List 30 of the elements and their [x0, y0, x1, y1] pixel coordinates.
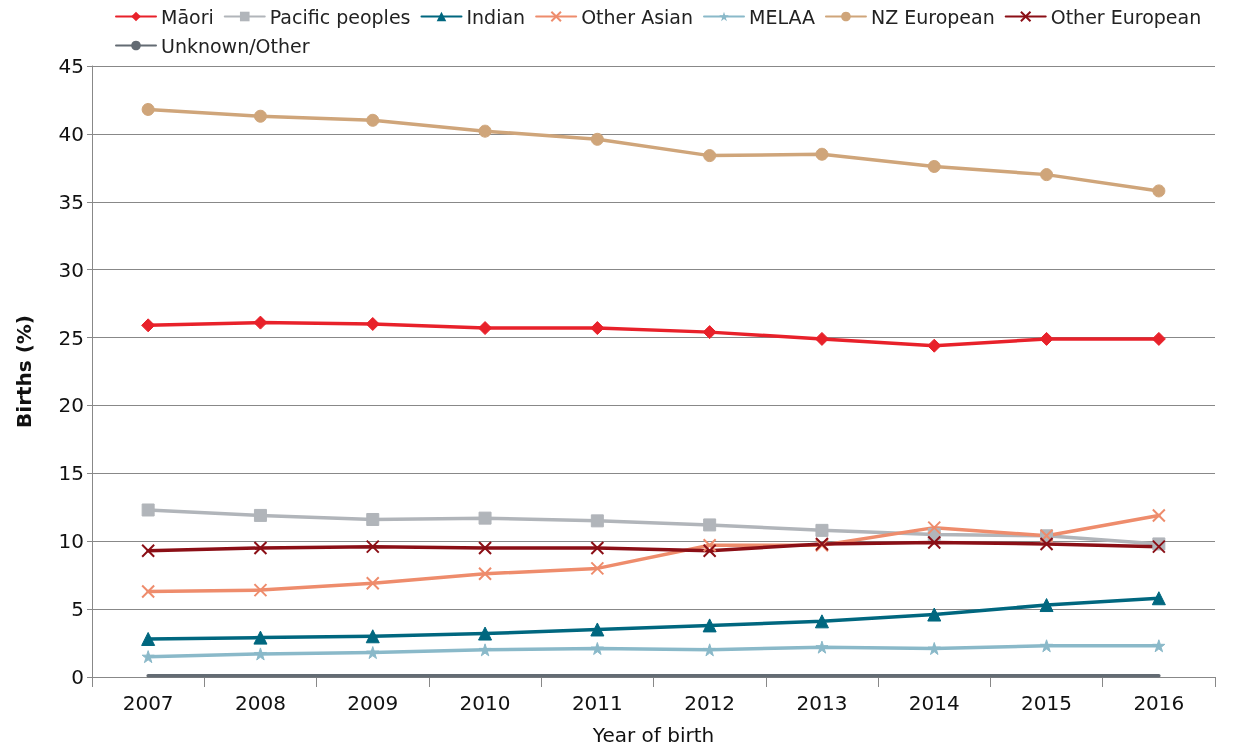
x-tick-label: 2014 — [908, 691, 960, 715]
y-tick-label: 20 — [58, 393, 84, 418]
y-tick-label: 15 — [58, 461, 84, 486]
x-axis-title: Year of birth — [591, 723, 715, 747]
x-tick-label: 2008 — [235, 691, 286, 715]
y-tick-label: 40 — [58, 121, 84, 146]
y-tick-label: 45 — [58, 54, 84, 78]
legend-label: Other Asian — [581, 5, 694, 28]
x-tick-label: 2009 — [347, 691, 399, 715]
y-axis-title: Births (%) — [12, 315, 36, 428]
legend-label: Māori — [161, 5, 214, 28]
legend-label: Indian — [466, 5, 526, 28]
y-tick-label: 5 — [71, 597, 84, 622]
legend-label: NZ European — [870, 5, 995, 28]
y-tick-label: 35 — [58, 189, 84, 214]
legend-label: Unknown/Other — [161, 34, 310, 57]
y-tick-label: 0 — [71, 665, 84, 689]
x-tick-label: 2013 — [796, 691, 848, 715]
legend-label: Pacific peoples — [269, 5, 411, 28]
y-tick-label: 10 — [58, 529, 84, 554]
y-tick-label: 25 — [58, 325, 84, 350]
x-tick-label: 2011 — [571, 691, 623, 715]
x-tick-label: 2010 — [459, 691, 511, 715]
y-tick-label: 30 — [58, 257, 84, 282]
legend-label: Other European — [1050, 5, 1202, 28]
x-tick-label: 2012 — [684, 691, 736, 715]
x-tick-label: 2016 — [1133, 691, 1185, 715]
x-tick-label: 2007 — [122, 691, 174, 715]
legend-label: MELAA — [749, 5, 815, 28]
x-tick-label: 2015 — [1021, 691, 1072, 715]
